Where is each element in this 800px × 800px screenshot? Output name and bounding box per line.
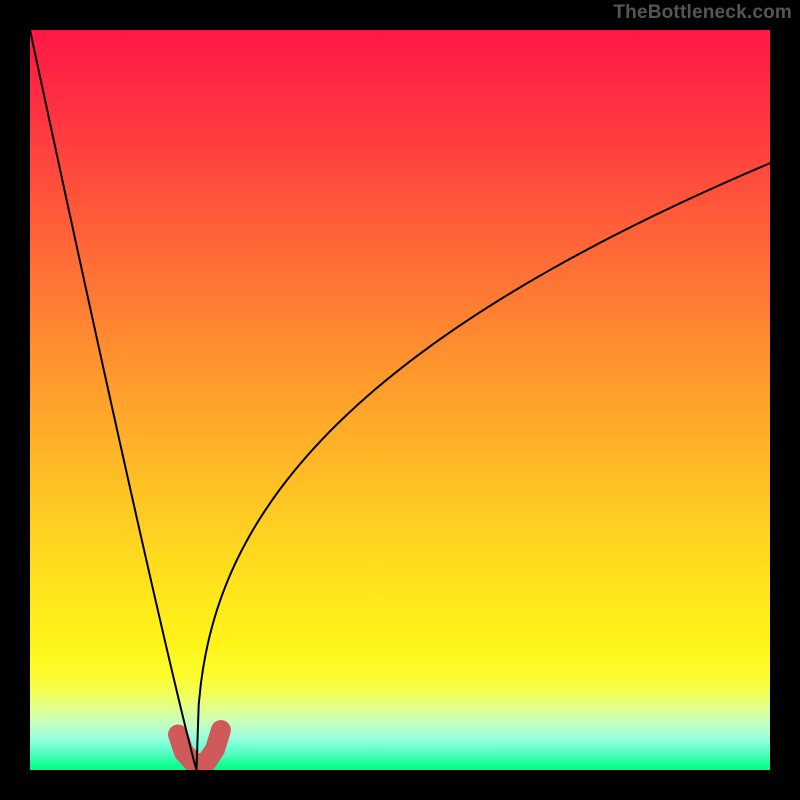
plot-gradient-background [30, 30, 770, 770]
watermark-text: TheBottleneck.com [613, 2, 792, 24]
chart-svg [0, 0, 800, 800]
chart-root: TheBottleneck.com [0, 0, 800, 800]
